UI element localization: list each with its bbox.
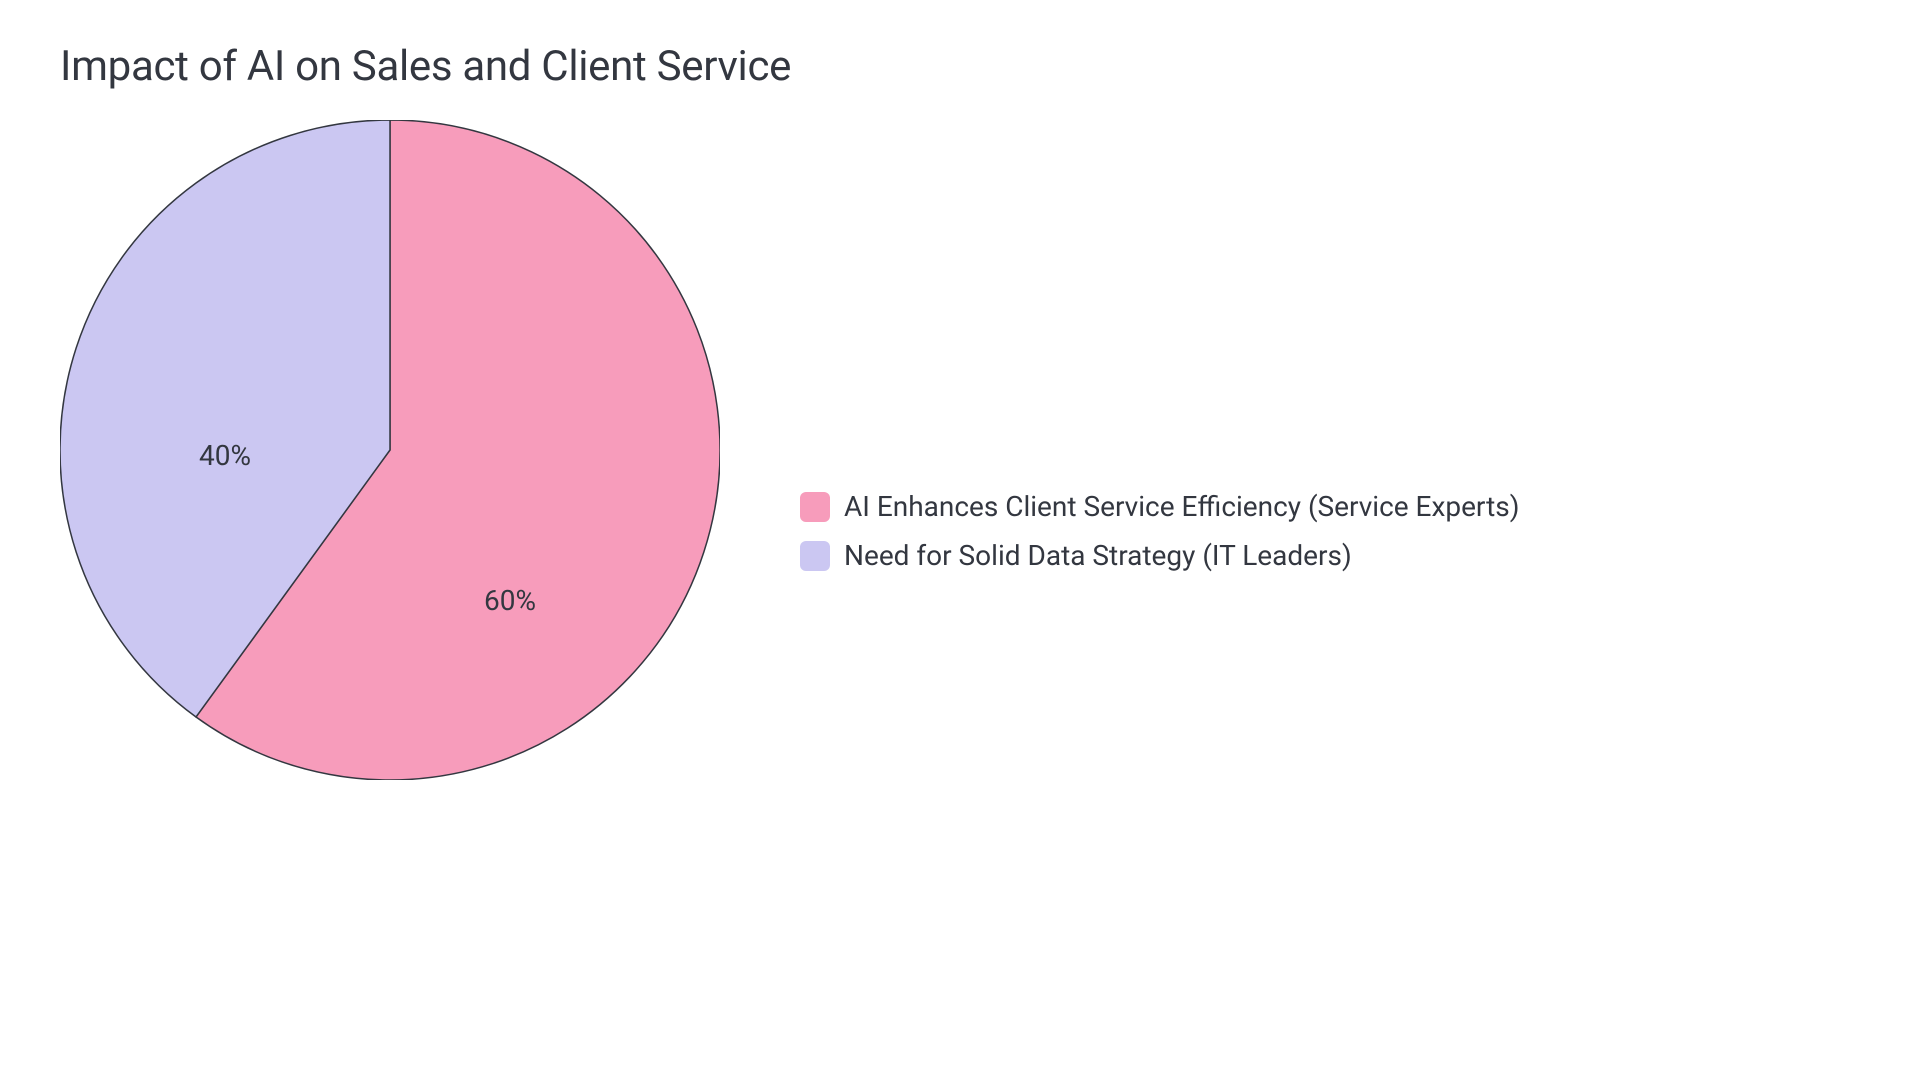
pie-chart: 60% 40% [60, 120, 720, 780]
pie-slice-label-1: 40% [199, 439, 251, 472]
legend: AI Enhances Client Service Efficiency (S… [800, 490, 1519, 572]
legend-swatch-0 [800, 492, 830, 522]
legend-label-0: AI Enhances Client Service Efficiency (S… [844, 490, 1519, 523]
legend-swatch-1 [800, 541, 830, 571]
legend-item-0: AI Enhances Client Service Efficiency (S… [800, 490, 1519, 523]
chart-title: Impact of AI on Sales and Client Service [60, 42, 791, 91]
legend-label-1: Need for Solid Data Strategy (IT Leaders… [844, 539, 1352, 572]
pie-slice-label-0: 60% [484, 584, 536, 617]
legend-item-1: Need for Solid Data Strategy (IT Leaders… [800, 539, 1519, 572]
pie-svg: 60% 40% [60, 120, 720, 780]
chart-container: Impact of AI on Sales and Client Service… [0, 0, 1920, 1083]
